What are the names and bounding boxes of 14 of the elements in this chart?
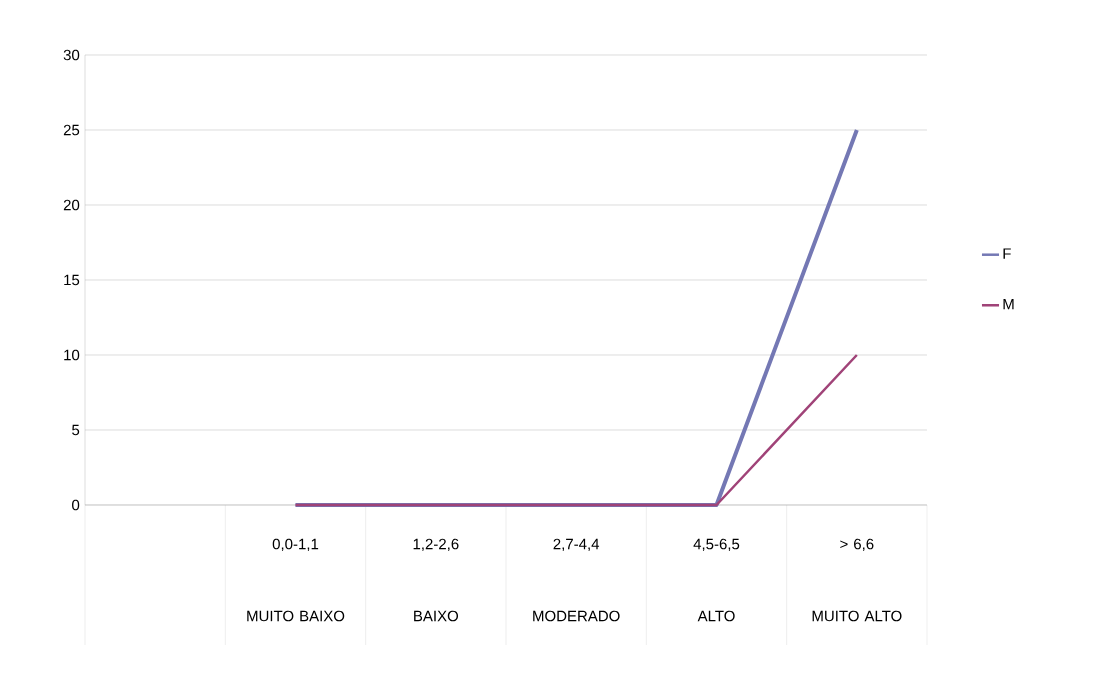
legend-label: F (1003, 248, 1011, 259)
category-label: 0,0-1,1 MUITO BAIXO (247, 538, 345, 622)
y-tick-label: 0 (72, 499, 80, 511)
y-tick-label: 5 (72, 424, 80, 436)
category-label: 4,5-6,5 ALTO (693, 538, 740, 622)
y-tick-label: 15 (64, 274, 80, 286)
category-label: 1,2-2,6 BAIXO (413, 538, 459, 622)
y-tick-label: 20 (63, 199, 80, 211)
y-tick-label: 30 (63, 49, 80, 61)
category-label: 2,7-4,4 MODERADO (533, 538, 620, 622)
y-tick-label: 25 (63, 124, 80, 136)
y-tick-label: 10 (64, 349, 80, 361)
legend-label: M (1003, 298, 1014, 310)
category-label: > 6,6 MUITO ALTO (812, 538, 902, 622)
